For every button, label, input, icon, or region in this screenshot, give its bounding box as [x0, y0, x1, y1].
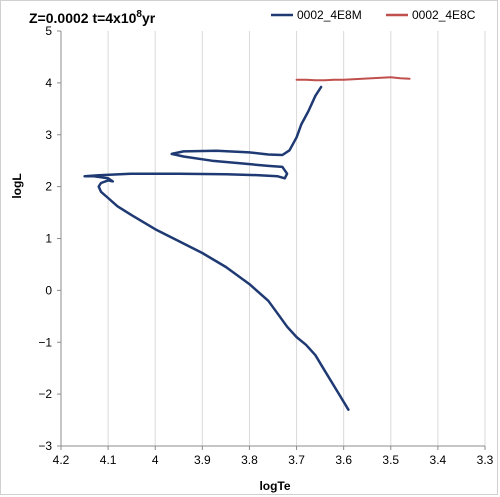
series-lines — [83, 76, 411, 411]
y-tick-label: 2 — [45, 180, 52, 194]
x-tick-label: 3.8 — [241, 453, 258, 467]
grid — [60, 31, 486, 446]
series-line-0002-4e8m — [83, 85, 350, 411]
y-tick-label: −1 — [38, 335, 52, 349]
y-tick-label: 0 — [45, 283, 52, 297]
legend-label-0002-4e8m: 0002_4E8M — [297, 8, 362, 22]
y-tick-label: 1 — [45, 232, 52, 246]
title-prefix: Z=0.0002 t=4x10 — [29, 10, 137, 26]
x-tick-label: 3.6 — [335, 453, 352, 467]
x-tick-label: 4.2 — [53, 453, 70, 467]
y-tick-label: −3 — [38, 439, 52, 453]
y-tick-label: 5 — [45, 24, 52, 38]
axes — [57, 30, 486, 450]
y-tick-label: 4 — [45, 76, 52, 90]
x-tick-label: 3.5 — [382, 453, 399, 467]
x-tick-label: 3.4 — [430, 453, 447, 467]
x-axis-title: logTe — [259, 479, 290, 493]
x-tick-label: 3.3 — [477, 453, 494, 467]
x-tick-label: 3.9 — [194, 453, 211, 467]
y-axis-title: logL — [10, 173, 24, 198]
title-suffix: yr — [142, 10, 156, 26]
x-tick-labels: 4.2 4.1 4 3.9 3.8 3.7 3.6 3.5 3.4 3.3 — [53, 453, 494, 467]
x-tick-label: 4 — [152, 453, 159, 467]
title-superscript: 8 — [136, 9, 142, 20]
y-tick-label: −2 — [38, 387, 52, 401]
x-tick-label: 3.7 — [288, 453, 305, 467]
legend-label-0002-4e8c: 0002_4E8C — [412, 8, 476, 22]
chart-title: Z=0.0002 t=4x108yr — [29, 9, 156, 26]
series-line-0002-4e8c — [295, 76, 411, 82]
x-tick-label: 4.1 — [100, 453, 117, 467]
legend: 0002_4E8M 0002_4E8C — [271, 8, 476, 22]
y-tick-labels: −3 −2 −1 0 1 2 3 4 5 — [38, 24, 52, 453]
y-tick-label: 3 — [45, 128, 52, 142]
